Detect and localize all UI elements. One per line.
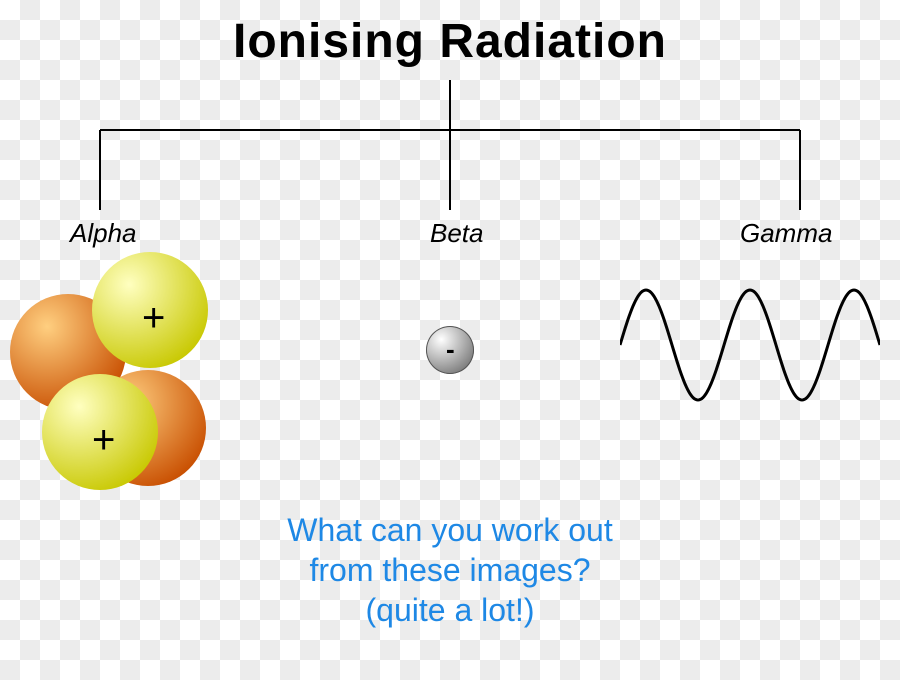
diagram-canvas: Ionising Radiation Alpha Beta Gamma + + … [0, 0, 900, 680]
caption-text: What can you work outfrom these images?(… [0, 510, 900, 630]
label-alpha: Alpha [70, 218, 137, 249]
minus-icon: - [446, 334, 455, 365]
gamma-wave [620, 280, 880, 410]
plus-icon: + [92, 418, 115, 463]
plus-icon: + [142, 296, 165, 341]
branch-tree [0, 0, 900, 230]
label-gamma: Gamma [740, 218, 832, 249]
label-beta: Beta [430, 218, 484, 249]
